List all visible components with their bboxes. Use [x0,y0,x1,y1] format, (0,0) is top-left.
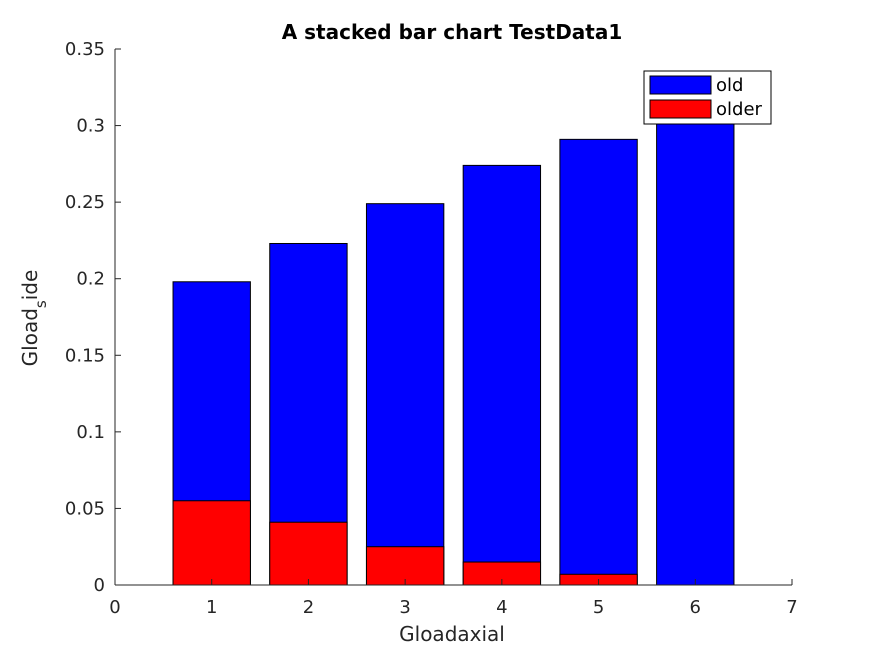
legend: old older [643,70,772,125]
bar-old-5 [559,138,638,586]
legend-label-old: old [716,75,743,96]
y-tick-label: 0.1 [76,422,105,443]
x-tick-label: 4 [496,597,507,618]
y-axis-title-subscript: s [32,300,50,308]
y-tick-label: 0.25 [65,192,105,213]
tick-marks: 0 1 2 3 4 5 6 7 0 0.05 0.1 0.15 0.2 0.25 0.3 0.35 [65,39,798,618]
y-tick-label: 0.15 [65,345,105,366]
x-tick-label: 0 [109,597,120,618]
x-axis-title: Gloadaxial [399,622,505,646]
legend-label-older: older [716,99,763,120]
y-axis-title-base: Gload [18,308,42,366]
bar-older-1 [172,500,251,586]
bar-older-2 [269,521,348,586]
legend-swatch-older [649,99,712,119]
bar-old-6 [656,106,735,586]
y-tick-label: 0 [94,575,105,596]
y-axis-title-suffix: ide [18,270,42,301]
x-tick-label: 5 [593,597,604,618]
legend-swatch-old [649,75,712,95]
x-tick-label: 1 [206,597,217,618]
x-tick-label: 7 [786,597,797,618]
y-tick-label: 0.35 [65,39,105,60]
bar-older-3 [365,546,445,586]
y-tick-label: 0.3 [76,116,105,137]
x-tick-label: 3 [399,597,410,618]
plot-area [172,106,735,586]
y-tick-label: 0.2 [76,269,105,290]
chart-title: A stacked bar chart TestData1 [282,20,623,44]
x-tick-label: 2 [303,597,314,618]
bar-old-3 [365,203,445,586]
y-axis-title: Gloadside [18,270,50,367]
x-tick-label: 6 [690,597,701,618]
y-tick-label: 0.05 [65,498,105,519]
axes [114,49,792,586]
bar-old-4 [462,164,542,586]
